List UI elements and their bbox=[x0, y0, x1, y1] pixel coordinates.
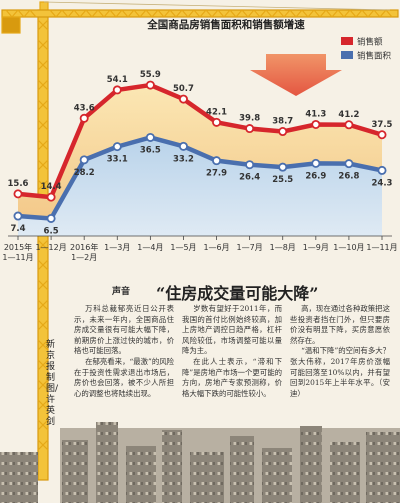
low-area bbox=[18, 137, 382, 236]
data-point bbox=[212, 156, 222, 166]
article-column-2: 岁数有望好于2011年，而我国的首付比例始终较高，加上房地产调控日趋严格，杠杆风… bbox=[182, 304, 282, 399]
x-tick-label: 1—12月 bbox=[35, 243, 66, 252]
data-point bbox=[13, 189, 23, 199]
article-column-3: 高，现在通过各种政策把这些投资者挡在门外，但只要房价没有明显下降，买房意愿依然存… bbox=[290, 304, 390, 399]
data-point bbox=[46, 192, 56, 202]
x-tick-label: 1—11月 bbox=[366, 243, 397, 252]
data-point bbox=[377, 165, 387, 175]
data-label: 7.4 bbox=[10, 224, 25, 234]
data-point bbox=[112, 85, 122, 95]
data-label: 43.6 bbox=[74, 103, 95, 113]
data-label: 26.4 bbox=[239, 173, 260, 183]
article: 声音 “住房成交量可能大降” 万科总裁郁亮近日公开表示，未来一年内，全国商品住房… bbox=[72, 278, 394, 418]
data-point bbox=[46, 213, 56, 223]
data-label: 25.5 bbox=[272, 175, 293, 185]
down-arrow-icon bbox=[250, 54, 342, 96]
data-point bbox=[178, 141, 188, 151]
legend-label-sales-area: 销售面积 bbox=[357, 51, 392, 62]
x-tick-label: 1—3月 bbox=[104, 243, 130, 252]
data-label: 41.2 bbox=[338, 110, 359, 120]
data-point bbox=[311, 158, 321, 168]
series-line-sales-amount bbox=[17, 82, 383, 200]
data-label: 42.1 bbox=[206, 107, 227, 117]
data-label: 24.3 bbox=[372, 178, 393, 188]
legend-label-sales-amount: 销售额 bbox=[357, 37, 383, 48]
data-point bbox=[278, 127, 288, 137]
article-tag: 声音 bbox=[112, 287, 131, 297]
data-label: 15.6 bbox=[8, 179, 29, 189]
article-paragraph: “温和下降”的空间有多大？张大伟称，2017年房价涨幅可能回落至10%以内，并有… bbox=[290, 346, 390, 398]
data-point bbox=[13, 211, 23, 221]
data-point bbox=[145, 80, 155, 90]
data-label: 38.7 bbox=[272, 117, 293, 127]
legend-swatch-sales-amount bbox=[341, 37, 353, 45]
data-label: 54.1 bbox=[107, 75, 128, 85]
series-layer bbox=[13, 80, 387, 223]
crane-illustration bbox=[1, 1, 399, 481]
data-label: 26.8 bbox=[338, 172, 359, 182]
article-paragraph: 在郁亮看来，“最激”的风险在于投资性需求退出市场后，房价也会回落，被不少人所担心… bbox=[74, 356, 174, 398]
data-point bbox=[145, 132, 155, 142]
x-tick-label: 2016年 1—2月 bbox=[70, 242, 98, 262]
data-point bbox=[79, 155, 89, 165]
data-point bbox=[112, 142, 122, 152]
x-tick-label: 1—4月 bbox=[137, 243, 163, 252]
buildings-illustration bbox=[0, 422, 400, 503]
article-paragraph: 高，现在通过各种政策把这些投资者挡在门外，但只要房价没有明显下降，买房意愿依然存… bbox=[290, 304, 390, 345]
x-tick-label: 1—7月 bbox=[237, 243, 263, 252]
x-tick-label: 1—8月 bbox=[270, 243, 296, 252]
data-label: 33.1 bbox=[107, 155, 128, 165]
data-label: 36.5 bbox=[140, 145, 161, 155]
data-point bbox=[212, 117, 222, 127]
x-tick-label: 1—9月 bbox=[303, 243, 329, 252]
legend-swatch-sales-area bbox=[341, 51, 353, 59]
chart-legend: 销售额 销售面积 bbox=[341, 37, 392, 62]
data-point bbox=[344, 120, 354, 130]
data-label: 55.9 bbox=[140, 70, 161, 80]
article-paragraph: 岁数有望好于2011年，而我国的首付比例始终较高，加上房地产调控日趋严格，杠杆风… bbox=[182, 304, 282, 356]
data-label: 28.2 bbox=[74, 168, 95, 178]
data-label: 50.7 bbox=[173, 84, 194, 94]
data-label: 39.8 bbox=[239, 114, 260, 124]
data-point bbox=[278, 162, 288, 172]
data-label: 6.5 bbox=[44, 226, 59, 236]
x-tick-label: 1—6月 bbox=[203, 243, 229, 252]
x-tick-label: 1—10月 bbox=[333, 243, 364, 252]
data-point bbox=[245, 124, 255, 134]
data-point bbox=[344, 159, 354, 169]
data-label: 26.9 bbox=[305, 171, 326, 181]
data-point bbox=[311, 119, 321, 129]
graphic-credit: 新京报制图/许英剑 bbox=[46, 340, 59, 427]
series-line-sales-area bbox=[17, 135, 383, 221]
data-label: 41.3 bbox=[305, 109, 326, 119]
data-point bbox=[79, 113, 89, 123]
x-tick-label: 1—5月 bbox=[170, 243, 196, 252]
article-paragraph: 万科总裁郁亮近日公开表示，未来一年内，全国商品住房成交量很有可能大幅下降，前期房… bbox=[74, 304, 174, 356]
x-tick-label: 2015年 1—11月 bbox=[2, 242, 33, 262]
chart-title: 全国商品房销售面积和销售额增速 bbox=[146, 18, 305, 31]
data-point bbox=[377, 130, 387, 140]
data-label: 14.4 bbox=[41, 182, 62, 192]
data-point bbox=[178, 94, 188, 104]
label-layer: 15.6 14.4 43.6 54.1 55.9 50.7 42.1 39.8 38.7 41.3… bbox=[8, 70, 393, 236]
data-label: 33.2 bbox=[173, 154, 194, 164]
data-point bbox=[245, 160, 255, 170]
article-headline: “住房成交量可能大降” bbox=[156, 284, 319, 303]
data-label: 37.5 bbox=[372, 120, 393, 130]
data-label: 27.9 bbox=[206, 169, 227, 179]
article-column-1: 万科总裁郁亮近日公开表示，未来一年内，全国商品住房成交量很有可能大幅下降，前期房… bbox=[74, 304, 174, 399]
article-paragraph: 在此人士表示，“滞和下降”是房地产市场一个更可能的方向，房地产专家预测称，价格大… bbox=[182, 356, 282, 398]
